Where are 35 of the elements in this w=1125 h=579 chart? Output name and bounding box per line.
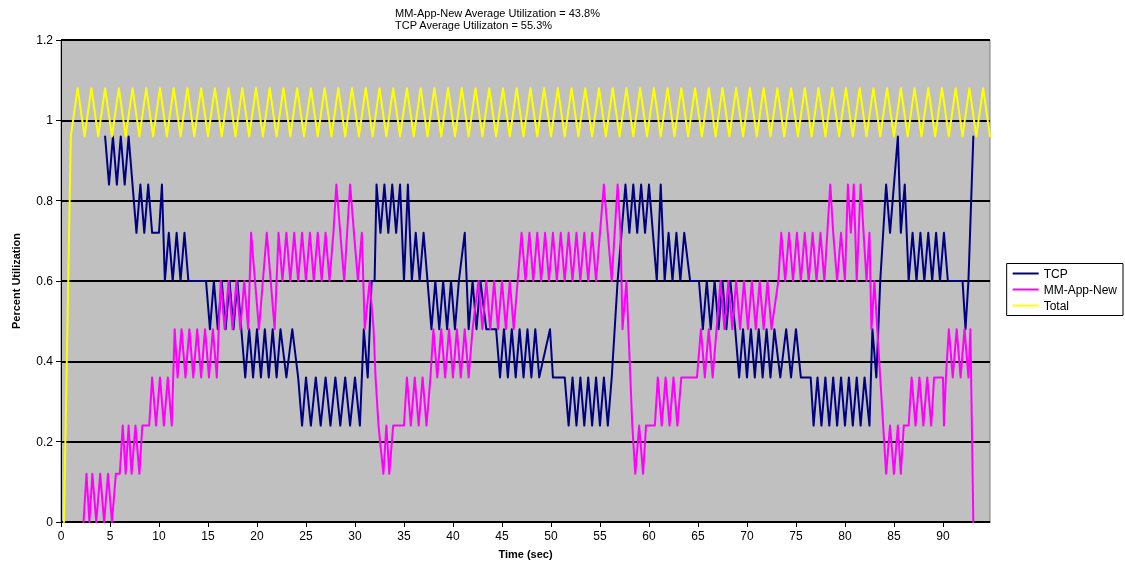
y-axis-title: Percent Utilization [9, 232, 22, 329]
x-tick-label: 75 [789, 529, 803, 543]
y-tick-label: 1.2 [36, 33, 54, 47]
x-tick-label: 70 [740, 529, 754, 543]
x-tick-label: 20 [250, 529, 264, 543]
x-tick-label: 45 [495, 529, 509, 543]
x-tick-label: 30 [348, 529, 362, 543]
x-tick-label: 5 [106, 529, 114, 543]
line-series [104, 135, 975, 427]
x-tick-label: 25 [299, 529, 313, 543]
x-tick-label: 0 [57, 529, 65, 543]
chart-title: MM-App-New Average Utilization = 43.8% [395, 6, 601, 19]
x-tick-label: 90 [936, 529, 950, 543]
y-tick-label: 0 [46, 515, 54, 529]
x-axis-title: Time (sec) [498, 547, 553, 560]
x-tick-label: 85 [887, 529, 901, 543]
x-tick-label: 50 [544, 529, 558, 543]
x-tick-label: 35 [397, 529, 411, 543]
line-series [82, 183, 975, 523]
legend-label: MM-App-New [1043, 282, 1118, 297]
y-tick-label: 0.2 [36, 434, 54, 449]
x-tick-label: 15 [201, 529, 215, 543]
x-tick-label: 40 [446, 529, 460, 543]
y-tick-label: 0.4 [36, 354, 54, 369]
legend-label: TCP [1043, 266, 1068, 281]
x-tick-label: 10 [152, 529, 166, 543]
x-tick-label: 55 [593, 529, 607, 543]
y-tick-label: 0.6 [36, 274, 54, 288]
y-tick-label: 1 [46, 113, 54, 128]
x-tick-label: 65 [691, 529, 705, 543]
chart-subtitle: TCP Average Utilizaton = 55.3% [395, 18, 553, 31]
y-tick-label: 0.8 [36, 193, 54, 208]
legend-label: Total [1043, 298, 1070, 313]
x-tick-label: 80 [838, 529, 852, 543]
x-tick-label: 60 [642, 529, 656, 543]
